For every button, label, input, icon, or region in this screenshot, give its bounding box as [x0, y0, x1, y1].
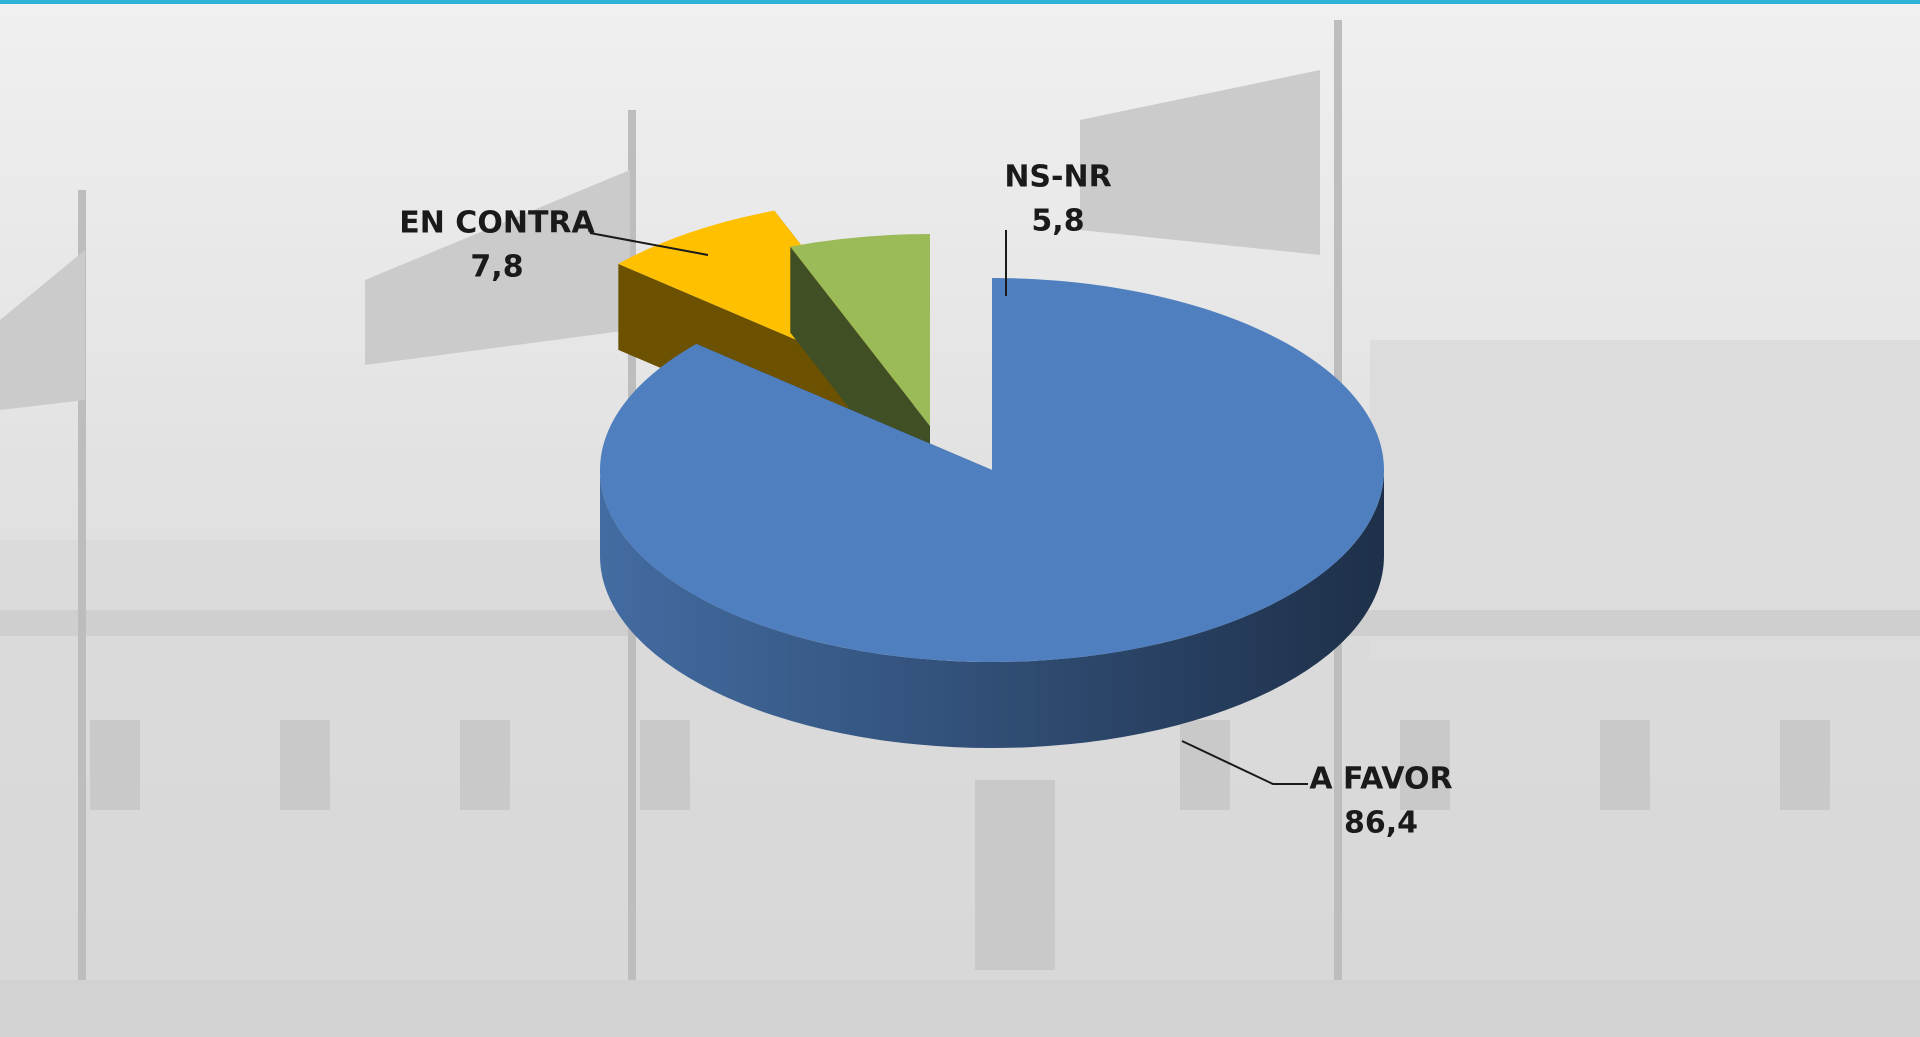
value-label: 7,8 — [470, 250, 523, 285]
category-label: A FAVOR — [1309, 762, 1452, 797]
leader-line — [1181, 740, 1308, 785]
labels: A FAVOR 86,4 EN CONTRA 7,8 NS-NR 5,8 — [399, 160, 1452, 841]
slice — [790, 234, 930, 426]
category-label: EN CONTRA — [399, 206, 595, 241]
slice-side — [600, 470, 1384, 748]
leader-line — [589, 232, 709, 256]
value-label: 86,4 — [1344, 806, 1418, 841]
value-label: 5,8 — [1031, 204, 1084, 239]
slice — [600, 278, 1384, 663]
category-label: NS-NR — [1004, 160, 1111, 195]
pie — [600, 210, 1384, 748]
